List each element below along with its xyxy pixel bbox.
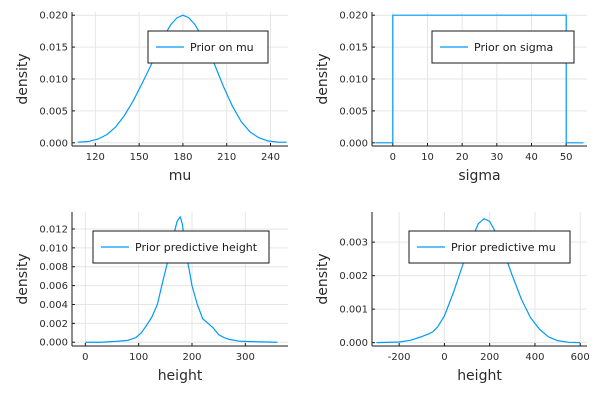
- y-axis-label: density: [315, 53, 331, 104]
- x-tick-label: 100: [129, 352, 148, 363]
- legend: Prior predictive mu: [408, 230, 571, 264]
- y-tick-label: 0.000: [39, 338, 68, 349]
- x-tick-label: 300: [236, 352, 255, 363]
- x-tick-label: 0: [441, 352, 447, 363]
- series-line: [85, 216, 278, 343]
- y-tick-label: 0.008: [39, 262, 68, 273]
- y-tick-label: 0.010: [339, 75, 368, 86]
- y-tick-label: 0.015: [39, 43, 68, 54]
- y-tick-label: 0.006: [39, 281, 68, 292]
- y-tick-label: 0.020: [339, 11, 368, 22]
- x-tick-label: 180: [173, 152, 192, 163]
- y-tick-label: 0.010: [39, 75, 68, 86]
- y-axis-label: density: [15, 253, 31, 304]
- series-line: [77, 14, 287, 143]
- x-tick-label: 30: [490, 152, 503, 163]
- y-tick-label: 0.000: [339, 138, 368, 149]
- subplot-4: -200 0 200 400 600 0.000 0.001 0.002 0.003 height…: [315, 212, 590, 384]
- y-tick-label: 0.020: [39, 11, 68, 22]
- x-axis-label: height: [457, 368, 502, 384]
- legend: Prior predictive height: [92, 230, 270, 264]
- y-tick-label: 0.005: [39, 106, 68, 117]
- x-tick-label: 0: [390, 152, 396, 163]
- y-tick-label: 0.000: [39, 138, 68, 149]
- x-tick-label: 210: [217, 152, 236, 163]
- legend-label: Prior on sigma: [474, 41, 553, 54]
- x-tick-label: 240: [261, 152, 280, 163]
- legend: Prior on sigma: [431, 30, 575, 64]
- y-tick-label: 0.002: [339, 271, 368, 282]
- legend-label: Prior on mu: [190, 41, 254, 54]
- legend-label: Prior predictive mu: [451, 241, 556, 254]
- y-tick-label: 0.002: [39, 319, 68, 330]
- y-axis-label: density: [315, 253, 331, 304]
- y-tick-label: 0.001: [339, 305, 368, 316]
- y-tick-label: 0.010: [39, 243, 68, 254]
- x-tick-label: 50: [560, 152, 573, 163]
- y-tick-label: 0.003: [339, 238, 368, 249]
- series-line: [376, 218, 581, 344]
- x-tick-label: 200: [182, 352, 201, 363]
- x-tick-label: 0: [82, 352, 88, 363]
- legend: Prior on mu: [147, 30, 269, 64]
- x-tick-label: 10: [421, 152, 434, 163]
- x-axis-label: mu: [169, 168, 192, 184]
- y-tick-label: 0.004: [39, 300, 68, 311]
- x-tick-label: -200: [388, 352, 411, 363]
- x-tick-label: 40: [525, 152, 538, 163]
- subplot-3: 0 100 200 300 0.000 0.002 0.004 0.006 0.008 0.010…: [15, 212, 288, 384]
- legend-label: Prior predictive height: [135, 241, 258, 254]
- y-tick-label: 0.000: [339, 338, 368, 349]
- x-tick-label: 150: [130, 152, 149, 163]
- y-tick-label: 0.015: [339, 43, 368, 54]
- y-axis-label: density: [15, 53, 31, 104]
- x-tick-label: 600: [571, 352, 590, 363]
- x-tick-label: 20: [456, 152, 469, 163]
- x-tick-label: 120: [86, 152, 105, 163]
- subplot-2: 0 10 20 30 40 50 0.000 0.005 0.010 0.015 0.020 sigm…: [315, 11, 587, 184]
- y-tick-label: 0.005: [339, 106, 368, 117]
- x-axis-label: sigma: [458, 168, 500, 184]
- x-axis-label: height: [158, 368, 203, 384]
- subplot-1: 120 150 180 210 240 0.000 0.005 0.010 0.015 0.020…: [15, 11, 288, 184]
- y-tick-label: 0.012: [39, 224, 68, 235]
- series-line: [375, 14, 584, 144]
- x-tick-label: 200: [480, 352, 499, 363]
- x-tick-label: 400: [525, 352, 544, 363]
